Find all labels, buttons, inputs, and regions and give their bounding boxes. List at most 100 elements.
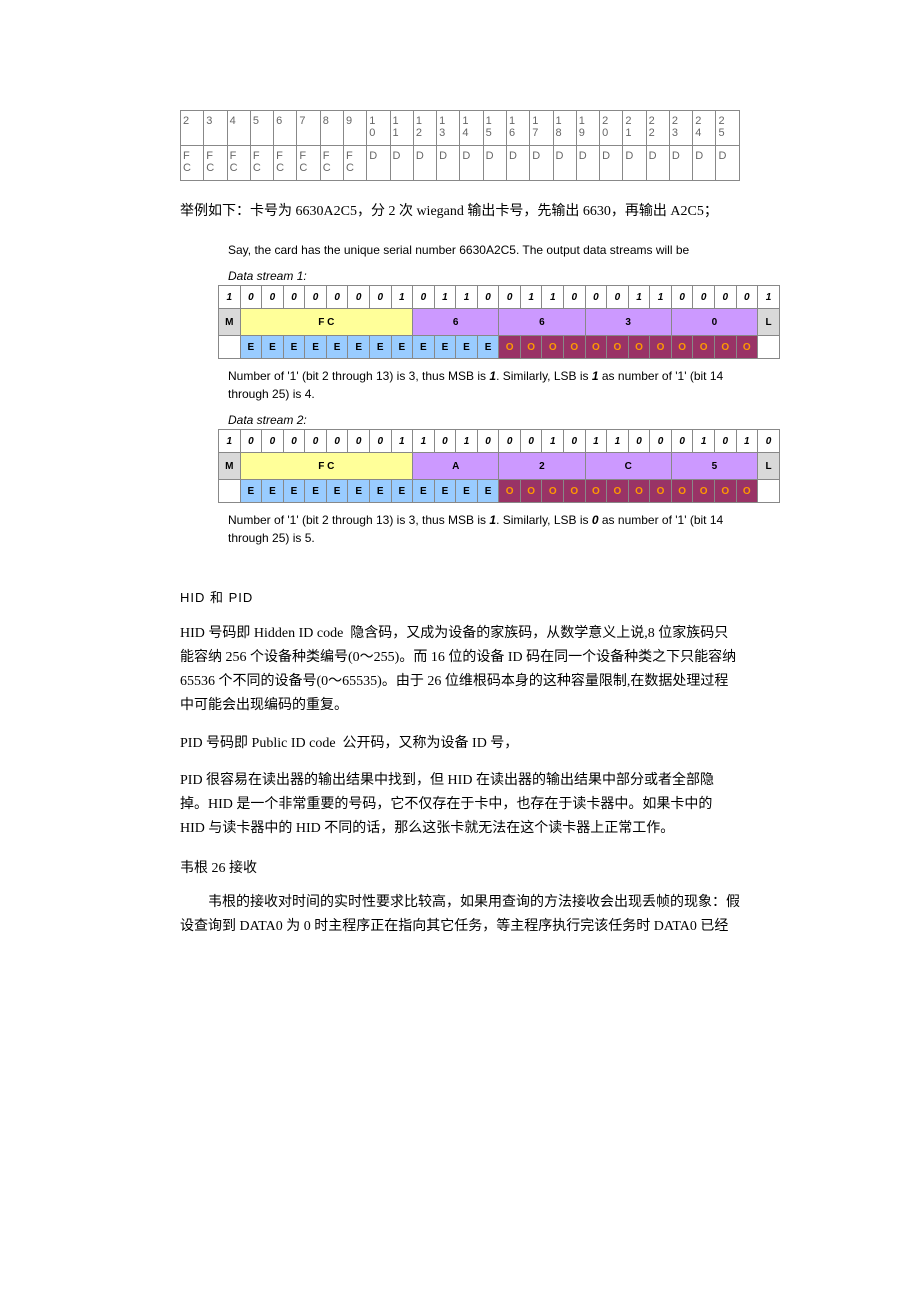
bits-row: 10000000101100110001100001 — [219, 286, 780, 309]
parity-even-cell: E — [456, 336, 478, 359]
bit-cell: 1 — [542, 286, 564, 309]
cell: D — [600, 146, 623, 181]
cell: 17 — [530, 111, 553, 146]
parity-odd-cell: O — [564, 336, 586, 359]
parity-lead — [219, 480, 241, 503]
bit-cell: 1 — [391, 286, 413, 309]
bit-cell: 0 — [326, 286, 348, 309]
parity-even-cell: E — [262, 480, 284, 503]
parity-odd-cell: O — [671, 480, 693, 503]
cell: 2 — [181, 111, 204, 146]
parity-odd-cell: O — [607, 480, 629, 503]
bit-cell: 1 — [628, 286, 650, 309]
cell: 6 — [274, 111, 297, 146]
group-cell: M — [219, 309, 241, 336]
parity-even-cell: E — [240, 480, 262, 503]
cell: 4 — [227, 111, 250, 146]
bit-cell: 0 — [262, 286, 284, 309]
bit-cell: 0 — [628, 430, 650, 453]
parity-trail — [758, 336, 780, 359]
parity-even-cell: E — [369, 336, 391, 359]
parity-odd-cell: O — [499, 480, 521, 503]
parity-even-cell: E — [477, 480, 499, 503]
cell: FC — [227, 146, 250, 181]
bit-cell: 1 — [219, 286, 241, 309]
cell: FC — [204, 146, 227, 181]
bit-cell: 0 — [305, 430, 327, 453]
hidpid-p2: PID 号码即 Public ID code 公开码，又称为设备 ID 号， — [180, 732, 740, 756]
group-row: MF C6630L — [219, 309, 780, 336]
bit-cell: 0 — [564, 286, 586, 309]
table-row: FCFCFCFCFCFCFCFCDDDDDDDDDDDDDDDD — [181, 146, 740, 181]
parity-even-cell: E — [434, 336, 456, 359]
parity-even-cell: E — [413, 336, 435, 359]
bit-cell: 0 — [520, 430, 542, 453]
bit-cell: 0 — [607, 286, 629, 309]
cell: 16 — [506, 111, 529, 146]
cell: D — [693, 146, 716, 181]
bit-cell: 0 — [671, 430, 693, 453]
cell: 8 — [320, 111, 343, 146]
parity-odd-cell: O — [564, 480, 586, 503]
cell: FC — [297, 146, 320, 181]
group-cell: 6 — [413, 309, 499, 336]
cell: 14 — [460, 111, 483, 146]
cell: 23 — [669, 111, 692, 146]
group-cell: A — [413, 453, 499, 480]
bit-cell: 0 — [240, 286, 262, 309]
cell: D — [530, 146, 553, 181]
bit-cell: 0 — [499, 286, 521, 309]
cell: D — [506, 146, 529, 181]
stream2-table: 10000000110100010110001010MF CA2C5LEEEEE… — [218, 429, 780, 503]
group-cell: 0 — [671, 309, 757, 336]
parity-odd-cell: O — [693, 480, 715, 503]
parity-even-cell: E — [305, 336, 327, 359]
parity-even-cell: E — [477, 336, 499, 359]
recv-p1: 韦根的接收对时间的实时性要求比较高，如果用查询的方法接收会出现丢帧的现象：假设查… — [180, 891, 740, 939]
bit-cell: 1 — [693, 430, 715, 453]
bit-cell: 1 — [456, 286, 478, 309]
group-cell: 5 — [671, 453, 757, 480]
parity-odd-cell: O — [520, 336, 542, 359]
bits-row: 10000000110100010110001010 — [219, 430, 780, 453]
parity-even-cell: E — [369, 480, 391, 503]
cell: 19 — [576, 111, 599, 146]
cell: D — [367, 146, 390, 181]
bit-cell: 0 — [305, 286, 327, 309]
bit-cell: 0 — [693, 286, 715, 309]
bit-cell: 0 — [650, 430, 672, 453]
cell: D — [646, 146, 669, 181]
cell: D — [437, 146, 460, 181]
cell: D — [460, 146, 483, 181]
parity-odd-cell: O — [607, 336, 629, 359]
parity-odd-cell: O — [671, 336, 693, 359]
bit-cell: 0 — [714, 430, 736, 453]
group-cell: L — [758, 453, 780, 480]
stream2-label: Data stream 2: — [228, 413, 740, 427]
bit-index-table: 2345678910111213141516171819202122232425… — [180, 110, 740, 181]
parity-even-cell: E — [391, 336, 413, 359]
cell: FC — [274, 146, 297, 181]
bit-cell: 1 — [219, 430, 241, 453]
parity-trail — [758, 480, 780, 503]
parity-odd-cell: O — [650, 480, 672, 503]
cell: 11 — [390, 111, 413, 146]
hidpid-p3: PID 很容易在读出器的输出结果中找到，但 HID 在读出器的输出结果中部分或者… — [180, 769, 740, 840]
bit-cell: 0 — [283, 430, 305, 453]
bit-cell: 0 — [262, 430, 284, 453]
bit-cell: 0 — [326, 430, 348, 453]
stream1-table: 10000000101100110001100001MF C6630LEEEEE… — [218, 285, 780, 359]
cell: 13 — [437, 111, 460, 146]
cell: 18 — [553, 111, 576, 146]
cell: 10 — [367, 111, 390, 146]
cell: 24 — [693, 111, 716, 146]
cell: D — [553, 146, 576, 181]
bit-cell: 1 — [585, 430, 607, 453]
cell: D — [576, 146, 599, 181]
cell: FC — [250, 146, 273, 181]
bit-cell: 0 — [477, 286, 499, 309]
cell: 22 — [646, 111, 669, 146]
parity-lead — [219, 336, 241, 359]
cell: FC — [343, 146, 366, 181]
group-cell: M — [219, 453, 241, 480]
